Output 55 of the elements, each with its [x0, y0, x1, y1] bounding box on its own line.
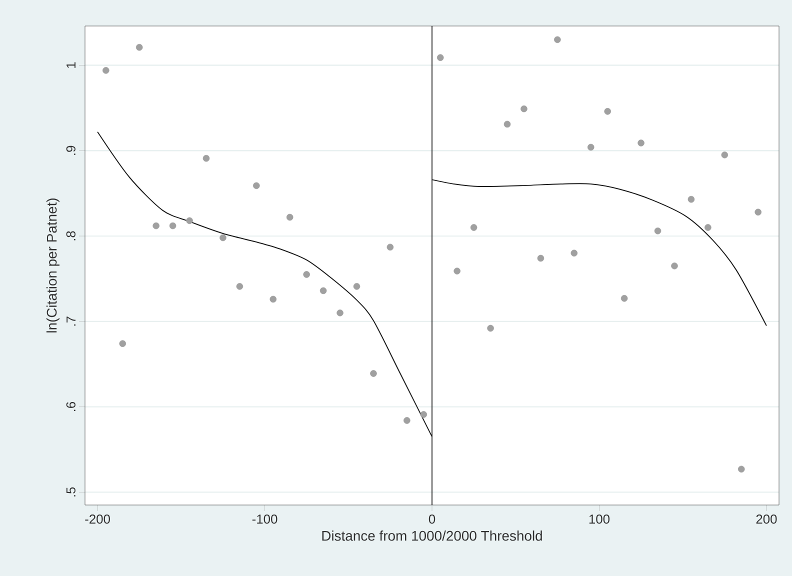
y-tick-label: 1	[66, 62, 76, 68]
point	[738, 466, 745, 473]
point	[186, 217, 193, 224]
line-series	[432, 179, 767, 326]
y-tick-label: .7	[66, 316, 76, 326]
point	[202, 154, 210, 162]
point	[671, 262, 678, 270]
point	[688, 196, 695, 203]
point	[604, 108, 611, 115]
point	[386, 244, 394, 251]
point	[303, 271, 310, 278]
point	[436, 54, 444, 61]
y-axis-title: ln(Citation per Patnet)	[46, 198, 60, 332]
point	[169, 222, 176, 230]
point	[286, 214, 294, 221]
point	[587, 144, 594, 151]
x-tick-label: 100	[589, 514, 610, 524]
point	[504, 120, 511, 128]
point	[136, 44, 143, 51]
point	[336, 309, 344, 316]
point	[754, 208, 762, 216]
point	[620, 294, 628, 302]
point	[470, 224, 478, 231]
point	[220, 234, 226, 242]
point	[270, 296, 277, 303]
point	[570, 250, 578, 257]
line-series	[97, 131, 433, 438]
x-axis-title: Distance from 1000/2000 Threshold	[322, 530, 542, 541]
point	[520, 105, 528, 112]
point	[320, 287, 327, 294]
point	[353, 283, 360, 290]
x-tick-label: 200	[756, 514, 777, 524]
x-tick-label: 0	[428, 514, 436, 524]
point	[152, 222, 160, 230]
point	[454, 268, 460, 274]
point	[704, 224, 712, 231]
point	[119, 340, 126, 348]
x-tick-label: -100	[252, 514, 278, 524]
point	[102, 67, 110, 74]
point	[420, 411, 428, 418]
point	[554, 36, 561, 44]
point	[638, 140, 644, 146]
point	[404, 417, 410, 424]
point	[370, 370, 377, 377]
point	[236, 283, 244, 290]
y-tick-label: .6	[66, 402, 76, 412]
y-tick-label: .5	[66, 487, 76, 496]
point	[253, 182, 260, 190]
point	[654, 228, 662, 234]
point	[721, 152, 728, 158]
y-tick-label: .8	[66, 231, 76, 240]
y-tick-label: .9	[66, 146, 76, 155]
x-tick-label: -200	[85, 514, 110, 524]
point	[487, 324, 494, 332]
point	[537, 254, 544, 262]
